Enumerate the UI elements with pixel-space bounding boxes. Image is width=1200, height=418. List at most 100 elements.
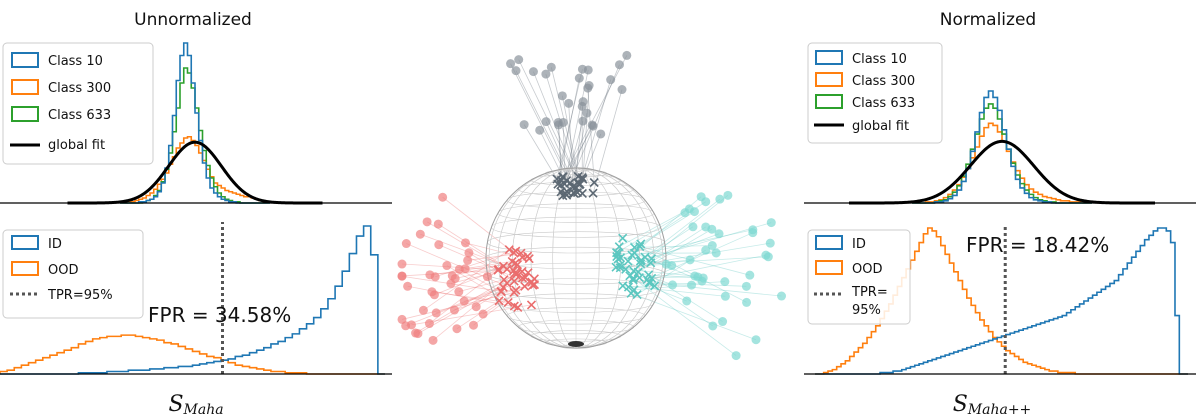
histogram-series-group (0, 225, 385, 375)
legend-label: Class 633 (852, 96, 915, 111)
normalized-point (524, 254, 534, 264)
feature-point (406, 320, 416, 330)
feature-point (720, 277, 730, 287)
x-axis-label: SMaha++ (953, 392, 1032, 418)
normalized-point (509, 247, 519, 258)
projection-line (515, 70, 575, 187)
normalized-point (503, 297, 513, 308)
projection-line (582, 85, 590, 180)
feature-point (741, 281, 751, 291)
projection-line (627, 260, 723, 322)
projection-lines (401, 55, 782, 356)
legend: ID OOD TPR=95% (2, 229, 144, 319)
feature-point (689, 207, 699, 217)
normalized-point (520, 272, 530, 283)
legend: Class 10 Class 300 Class 633 global fit (2, 42, 154, 165)
feature-point (397, 259, 407, 269)
normalized-point (560, 179, 570, 189)
feature-point (578, 97, 588, 107)
histogram-series-class-10 (120, 42, 270, 204)
projection-line (615, 263, 667, 268)
projection-line (633, 284, 692, 291)
projection-line (442, 196, 514, 253)
legend-label: 95% (852, 303, 881, 318)
projection-line (557, 78, 580, 185)
feature-point (587, 120, 597, 130)
projection-line (579, 79, 612, 185)
feature-point (431, 308, 441, 318)
feature-point (506, 59, 516, 69)
feature-point (415, 229, 425, 239)
feature-point (418, 305, 428, 315)
feature-point (511, 66, 521, 76)
projected-points (397, 50, 787, 361)
feature-point (514, 55, 524, 65)
legend-swatch-class-10 (11, 52, 39, 68)
feature-point (422, 217, 432, 227)
feature-point (469, 320, 479, 330)
projection-line (617, 229, 753, 260)
normalized-point (502, 264, 512, 274)
legend-swatch-class-300 (815, 72, 843, 87)
projection-line (619, 264, 673, 286)
feature-point (424, 319, 434, 329)
normalized-point (523, 268, 533, 278)
projection-line (639, 246, 750, 276)
projection-line (654, 285, 714, 327)
projection-line (423, 249, 510, 311)
normalized-point (588, 188, 598, 198)
sphere-feature-scatter (397, 50, 787, 361)
feature-point (748, 228, 758, 238)
normalized-point (642, 275, 652, 285)
feature-point (577, 64, 587, 74)
feature-point (682, 296, 692, 306)
legend-label: ID (852, 237, 866, 252)
feature-point (519, 120, 529, 130)
histogram-series-id (815, 227, 1188, 375)
panel-title: Normalized (940, 10, 1036, 30)
normalized-point (517, 252, 527, 262)
legend-label: Class 633 (48, 108, 111, 123)
projection-line (633, 195, 729, 272)
feature-point (687, 280, 697, 290)
feature-point (454, 287, 464, 297)
projection-line (651, 254, 766, 279)
feature-point (701, 245, 711, 255)
normalized-point (520, 281, 530, 291)
feature-point (583, 83, 593, 93)
projection-line (644, 198, 721, 258)
normalized-point (558, 172, 568, 182)
projection-line (629, 226, 706, 277)
normalized-point (636, 259, 646, 269)
normalized-point (615, 260, 625, 270)
feature-point (763, 252, 773, 262)
projection-line (568, 103, 574, 193)
legend-box (2, 42, 154, 165)
feature-point (765, 238, 775, 248)
feature-point (460, 238, 470, 248)
projection-line (650, 242, 771, 264)
legend-swatch-id (815, 235, 843, 250)
legend-box (2, 229, 144, 319)
legend-swatch-class-633 (11, 106, 39, 122)
feature-point (596, 129, 606, 139)
feature-point (478, 309, 488, 319)
feature-point (668, 280, 678, 290)
projection-line (545, 121, 576, 188)
normalized-point (623, 256, 633, 266)
legend-label: Class 10 (48, 54, 103, 69)
feature-point (471, 302, 481, 312)
projection-line (510, 63, 571, 184)
feature-point (714, 229, 724, 239)
feature-point (751, 335, 761, 345)
feature-point (557, 91, 567, 101)
feature-point (731, 351, 741, 361)
feature-point (464, 248, 474, 258)
normalized-point (502, 278, 512, 288)
projection-line (638, 228, 713, 273)
normalized-point (507, 256, 517, 266)
sphere-pole (568, 341, 584, 347)
projection-line (630, 292, 757, 341)
feature-point (553, 117, 563, 127)
